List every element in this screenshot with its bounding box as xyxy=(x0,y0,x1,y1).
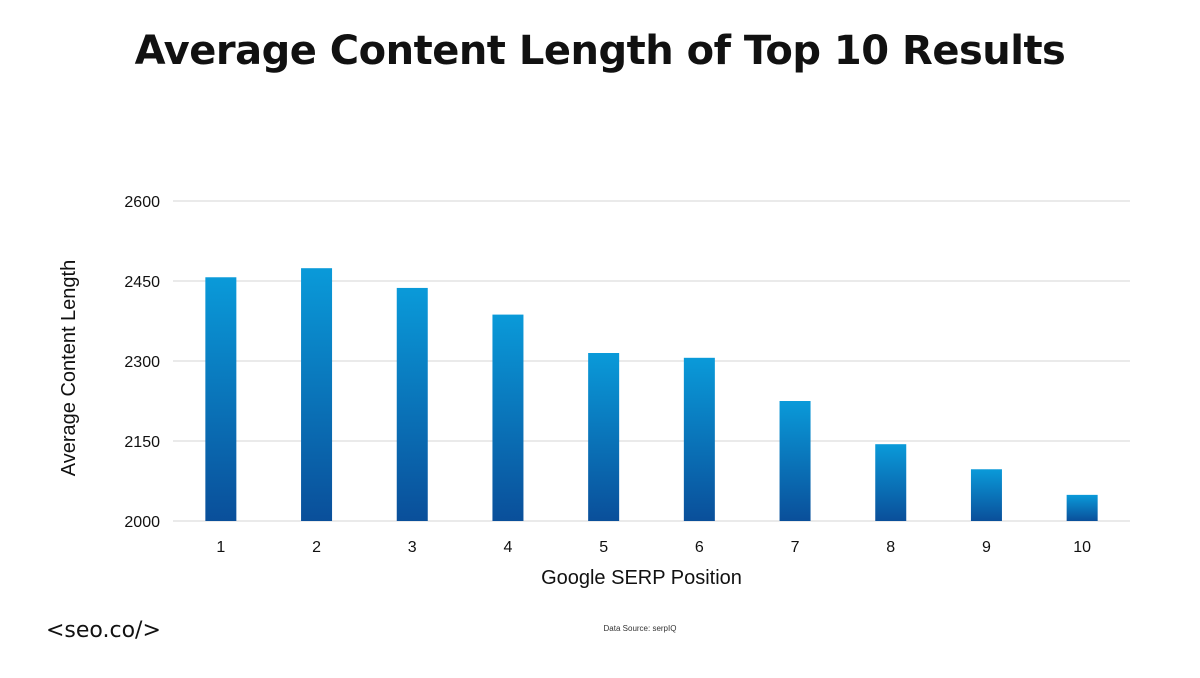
y-tick-label: 2150 xyxy=(124,434,160,451)
y-tick-label: 2000 xyxy=(124,514,160,531)
y-tick-label: 2450 xyxy=(124,274,160,291)
bar-position-8 xyxy=(875,444,907,521)
bar-position-4 xyxy=(492,314,524,521)
bar-position-1 xyxy=(205,277,237,521)
x-tick-label: 5 xyxy=(599,539,608,556)
bar-position-2 xyxy=(301,268,333,521)
x-tick-label: 10 xyxy=(1073,539,1091,556)
bar-position-5 xyxy=(588,353,620,521)
y-tick-label: 2300 xyxy=(124,354,160,371)
bar-position-7 xyxy=(779,401,811,521)
bar-position-6 xyxy=(683,357,715,521)
y-tick-label: 2600 xyxy=(124,194,160,211)
x-tick-label: 3 xyxy=(408,539,417,556)
x-tick-label: 9 xyxy=(982,539,991,556)
x-tick-label: 7 xyxy=(791,539,800,556)
x-tick-label: 6 xyxy=(695,539,704,556)
x-tick-label: 8 xyxy=(886,539,895,556)
x-tick-label: 4 xyxy=(503,539,512,556)
data-source-note: Data Source: serpIQ xyxy=(603,624,677,633)
y-axis-label: Average Content Length xyxy=(58,260,80,476)
seo-co-logo: <seo.co/> xyxy=(46,618,161,643)
bar-position-3 xyxy=(396,287,428,521)
chart-title: Average Content Length of Top 10 Results xyxy=(134,28,1066,74)
bar-position-9 xyxy=(970,469,1002,521)
bar-position-10 xyxy=(1066,494,1098,521)
x-axis-label: Google SERP Position xyxy=(541,567,742,589)
x-tick-label: 2 xyxy=(312,539,321,556)
x-tick-label: 1 xyxy=(216,539,225,556)
